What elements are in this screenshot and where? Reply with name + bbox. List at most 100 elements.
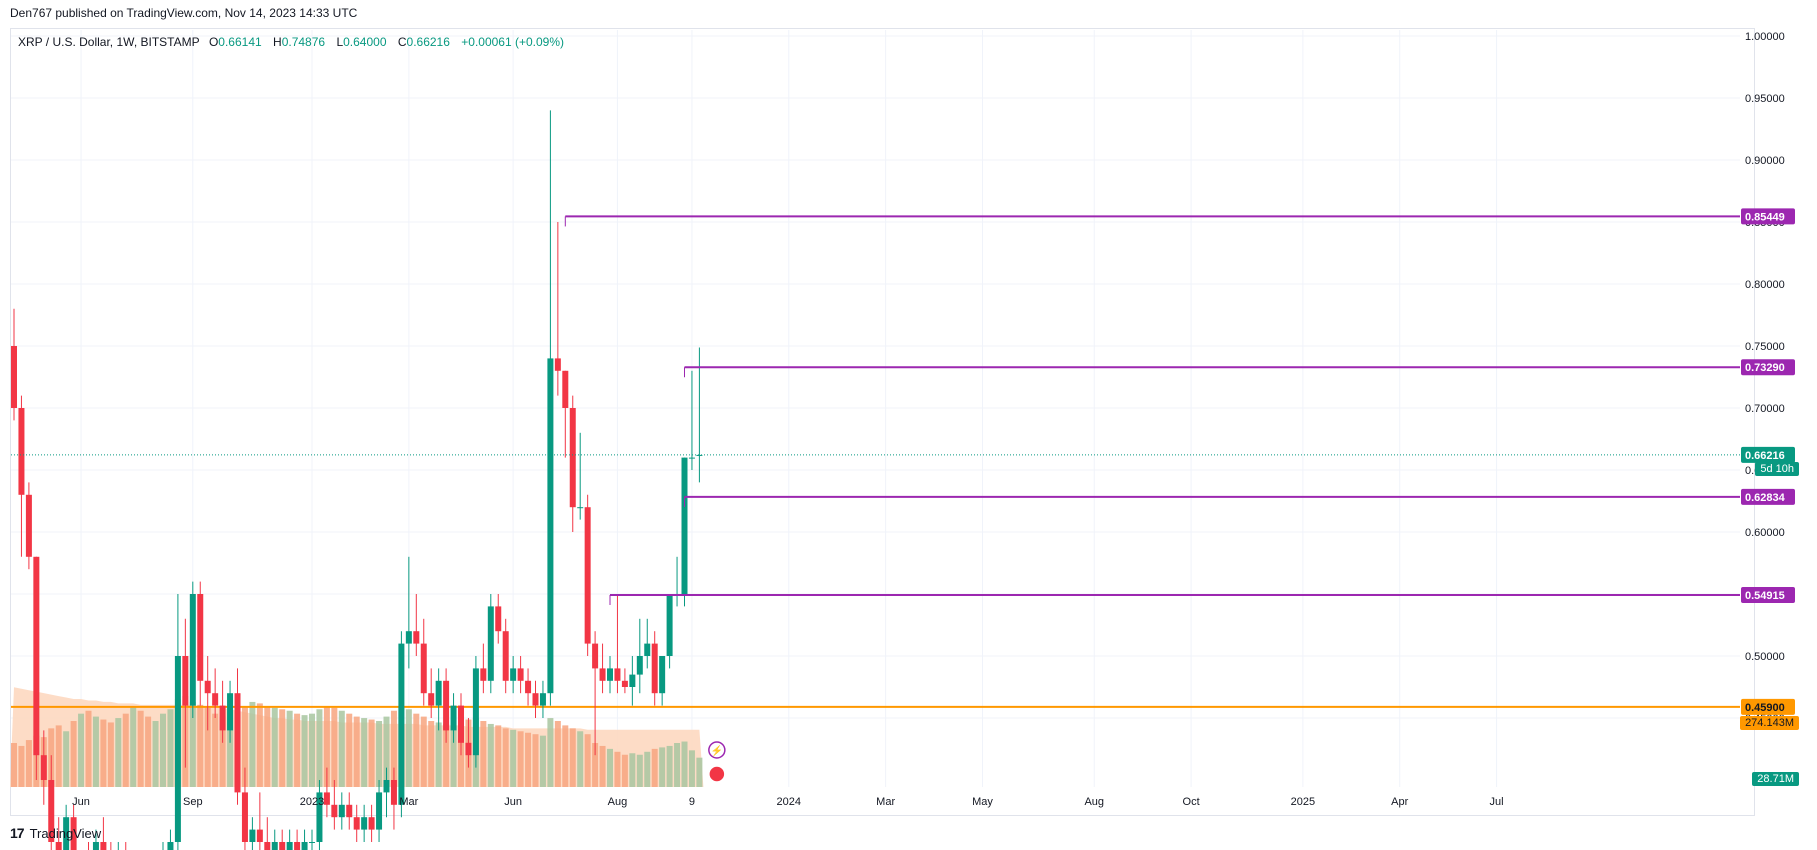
level-3-badge-bg [1741, 488, 1795, 505]
candle-body [309, 842, 315, 843]
volume-bar [480, 721, 487, 787]
candle-body [279, 842, 286, 850]
volume-bar [420, 716, 427, 787]
candle-body [264, 842, 271, 850]
candle-body [472, 668, 479, 756]
volume-bar [428, 721, 435, 787]
level-1-badge-bg [1741, 208, 1795, 225]
x-tick-label: 2023 [300, 796, 324, 808]
volume-bar [227, 718, 234, 787]
volume-bar [137, 710, 144, 787]
volume-bar [368, 719, 375, 787]
candle-body [301, 842, 308, 850]
volume-bar [279, 709, 286, 787]
volume-bar [55, 725, 62, 787]
candle-body [376, 792, 383, 830]
volume-bar [666, 745, 673, 787]
volume-bar [241, 706, 248, 787]
x-tick-label: Aug [608, 796, 628, 808]
volume-bar [189, 701, 196, 787]
volume-bar [599, 745, 606, 787]
candle-body [450, 705, 457, 731]
volume-bar [443, 723, 450, 787]
candle-body [696, 454, 703, 456]
volume-bar [152, 721, 159, 787]
candle-body [495, 606, 502, 632]
candle-body [219, 705, 226, 731]
us-flag-event-icon [708, 765, 726, 783]
volume-bar [219, 716, 226, 787]
candle-body [428, 693, 435, 706]
volume-bar [107, 722, 114, 787]
volume-bar [525, 732, 532, 787]
candle-body [599, 668, 606, 681]
x-tick-label: 2024 [777, 796, 801, 808]
volume-bar [651, 748, 658, 787]
volume-bar [577, 731, 584, 787]
candle-body [688, 457, 695, 459]
volume-bar [286, 710, 293, 787]
chart-frame[interactable] [10, 28, 1755, 816]
candle-body [70, 817, 77, 850]
candle-body [316, 792, 323, 842]
candle-body [629, 674, 636, 687]
volume-bar [167, 709, 174, 787]
candle-body [577, 507, 584, 509]
volume-bar [294, 713, 301, 787]
volume-bar [301, 715, 308, 787]
volume-bar [331, 707, 338, 787]
symbol-title[interactable]: XRP / U.S. Dollar, 1W, BITSTAMP [18, 35, 200, 49]
symbol-legend: XRP / U.S. Dollar, 1W, BITSTAMP O0.66141… [18, 35, 572, 49]
volume-bar [696, 757, 703, 787]
x-tick-label: 9 [689, 796, 695, 808]
candle-body [323, 792, 330, 805]
volume-bar [361, 718, 368, 787]
candle-body [480, 668, 487, 681]
candle-body [234, 693, 241, 793]
volume-bar [510, 729, 517, 787]
volume-bar [204, 707, 211, 787]
volume-bar [92, 716, 99, 787]
volume-bar [11, 743, 17, 787]
volume-bar [517, 731, 524, 787]
volume-bar [569, 728, 576, 787]
volume-bar [487, 723, 494, 787]
candle-body [607, 668, 613, 681]
candle-body [443, 680, 450, 731]
volume-bar [70, 721, 77, 787]
close-label: C [397, 35, 407, 49]
volume-bar [197, 704, 204, 787]
volume-bar [659, 747, 666, 787]
candle-body [271, 842, 278, 850]
candle-body [331, 804, 338, 818]
volume-bar [621, 754, 628, 787]
x-tick-label: 2025 [1291, 796, 1315, 808]
volume-bar [629, 753, 636, 787]
high-label: H [273, 35, 282, 49]
candle-body [502, 631, 509, 681]
x-tick-label: Apr [1391, 796, 1408, 808]
volume-bar [435, 722, 442, 787]
y-tick-label: 0.80000 [1745, 279, 1785, 291]
candle-body [458, 705, 464, 743]
volume-bar [636, 754, 643, 787]
candle-body [294, 842, 301, 850]
candle-body [569, 408, 576, 508]
volume-bar [145, 716, 152, 787]
footer-brand[interactable]: 17 TradingView [10, 825, 101, 841]
volume-bar [212, 713, 219, 787]
volume-bar [100, 719, 107, 787]
volume-bar [78, 713, 85, 787]
level-2-badge: 0.73290 [1745, 362, 1785, 374]
candle-body [212, 693, 219, 706]
volume-bar [249, 701, 256, 787]
change-value: +0.00061 (+0.09%) [461, 35, 565, 49]
x-tick-label: Mar [876, 796, 895, 808]
volume-bar [502, 728, 509, 787]
level-3-badge: 0.62834 [1745, 492, 1786, 504]
candle-body [368, 817, 375, 830]
volume-bar [264, 706, 271, 787]
volume-bar [547, 718, 554, 787]
candle-body [55, 842, 62, 850]
